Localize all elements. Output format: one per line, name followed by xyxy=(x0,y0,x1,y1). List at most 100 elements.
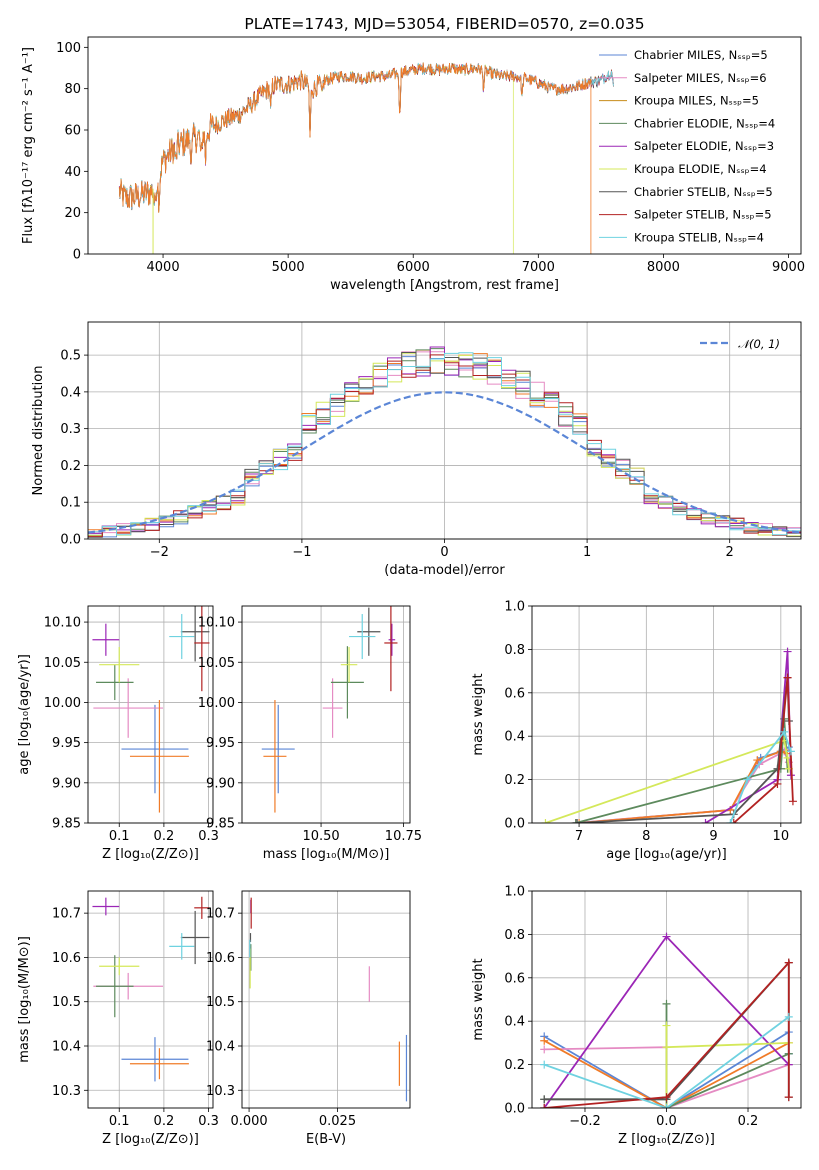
x-axis-label: E(B-V) xyxy=(306,1132,346,1147)
plot-area-weight_vs_age xyxy=(541,647,797,823)
spectrum-line xyxy=(118,62,592,254)
weight-marker xyxy=(780,727,789,736)
data-point xyxy=(169,614,195,660)
weight-marker xyxy=(662,1043,671,1052)
weight-marker xyxy=(575,819,584,823)
weight-line xyxy=(733,677,794,823)
x-axis-label: Z [log₁₀(Z/Z⊙)] xyxy=(618,1132,715,1147)
y-axis-label: age [log₁₀(age/yr)] xyxy=(17,654,32,775)
weight-marker xyxy=(701,819,710,823)
weight-marker xyxy=(784,958,793,967)
x-axis-label: (data-model)/error xyxy=(384,563,505,578)
data-point xyxy=(340,646,358,683)
weight-marker xyxy=(784,1093,793,1102)
legend-label: Salpeter MILES, Nₛₛₚ=6 xyxy=(634,71,767,85)
data-point xyxy=(261,704,295,794)
weight-marker xyxy=(773,779,782,788)
data-point xyxy=(93,678,163,738)
y-tick-label: 10.5 xyxy=(206,995,235,1010)
data-point xyxy=(194,896,210,919)
y-tick-label: 20 xyxy=(64,206,81,221)
plot-area-weight_vs_Z xyxy=(540,932,793,1108)
weight-line xyxy=(543,1016,790,1108)
x-tick-label: 1 xyxy=(583,545,591,560)
plot-area-mass_vs_ebv xyxy=(249,897,408,1102)
y-tick-label: 1.0 xyxy=(504,600,525,615)
plot-age_vs_mass: 10.50 10.75 9.85 9.90 9.95 10.00 10.05 10.10 mas… xyxy=(198,605,422,862)
y-tick-label: 0.0 xyxy=(60,533,81,548)
weight-line xyxy=(729,730,792,823)
x-tick-label: 9000 xyxy=(772,260,805,275)
y-tick-label: 9.85 xyxy=(206,817,235,832)
x-tick-label: 0.1 xyxy=(109,1114,130,1129)
data-point xyxy=(92,897,120,916)
plot-residuals: −2 −1 0 1 2 0.0 0.1 0.2 0.3 0.4 0.5 (data-model)/er… xyxy=(31,321,802,578)
y-axis-label: mass weight xyxy=(471,673,486,755)
y-tick-label: 10.4 xyxy=(52,1040,81,1055)
axes-frame xyxy=(531,890,802,1109)
y-tick-label: 1.0 xyxy=(504,885,525,900)
histogram xyxy=(88,352,801,536)
weight-marker xyxy=(662,932,671,941)
plot-area-age_vs_Z xyxy=(92,606,210,813)
weight-marker xyxy=(662,1104,671,1108)
weight-marker xyxy=(788,797,797,806)
plot-area-residuals xyxy=(88,346,801,538)
y-tick-label: 0.2 xyxy=(504,773,525,788)
x-tick-label: 0.3 xyxy=(198,1114,219,1129)
weight-marker xyxy=(786,747,795,756)
legend-label: Chabrier MILES, Nₛₛₚ=5 xyxy=(634,48,768,62)
plot-area-age_vs_mass xyxy=(261,606,398,813)
y-tick-label: 9.90 xyxy=(52,776,81,791)
x-tick-label: 0.1 xyxy=(109,829,130,844)
y-tick-label: 0.0 xyxy=(504,817,525,832)
y-tick-label: 10.6 xyxy=(52,951,81,966)
y-tick-label: 10.5 xyxy=(52,995,81,1010)
y-tick-label: 9.95 xyxy=(52,736,81,751)
y-tick-label: 10.7 xyxy=(206,907,235,922)
y-tick-label: 40 xyxy=(64,165,81,180)
y-tick-label: 0.4 xyxy=(504,730,525,745)
weight-line xyxy=(579,750,788,823)
weight-marker xyxy=(540,1045,549,1054)
data-point xyxy=(99,957,140,976)
y-tick-label: 10.3 xyxy=(206,1084,235,1099)
y-tick-label: 9.85 xyxy=(52,817,81,832)
x-tick-label: 0.0 xyxy=(656,1114,677,1129)
data-point xyxy=(194,606,210,692)
x-axis-label: age [log₁₀(age/yr)] xyxy=(606,847,727,862)
axes-frame xyxy=(87,605,214,824)
data-point xyxy=(388,623,396,656)
weight-marker xyxy=(540,1104,549,1108)
y-axis-label: Flux [fλ10⁻¹⁷ erg cm⁻² s⁻¹ A⁻¹] xyxy=(21,47,36,244)
data-point xyxy=(92,623,120,656)
y-tick-label: 60 xyxy=(64,124,81,139)
data-point xyxy=(330,646,364,719)
data-point xyxy=(121,1037,189,1082)
y-tick-label: 0.8 xyxy=(504,928,525,943)
x-tick-label: −1 xyxy=(292,545,311,560)
x-tick-label: 8000 xyxy=(647,260,680,275)
y-tick-label: 0 xyxy=(73,248,81,263)
weight-marker xyxy=(784,1012,793,1021)
data-point xyxy=(322,678,343,738)
weight-line xyxy=(545,739,790,823)
data-point xyxy=(357,607,381,656)
weight-marker xyxy=(662,999,671,1008)
x-tick-label: 10.50 xyxy=(302,829,339,844)
plot-area-spectrum xyxy=(118,62,614,254)
legend-label: Chabrier STELIB, Nₛₛₚ=5 xyxy=(634,185,773,199)
data-point xyxy=(129,700,189,813)
y-tick-label: 10.3 xyxy=(52,1084,81,1099)
weight-marker xyxy=(540,1060,549,1069)
histogram xyxy=(88,352,801,538)
x-axis-label: wavelength [Angstrom, rest frame] xyxy=(330,278,559,293)
weight-marker xyxy=(743,775,752,784)
y-tick-label: 10.00 xyxy=(44,696,81,711)
x-tick-label: 0.025 xyxy=(319,1114,356,1129)
y-tick-label: 10.00 xyxy=(198,696,235,711)
x-axis-label: mass [log₁₀(M/M⊙)] xyxy=(263,847,390,862)
data-point xyxy=(180,910,210,965)
data-point xyxy=(169,933,195,960)
data-point xyxy=(121,704,189,794)
